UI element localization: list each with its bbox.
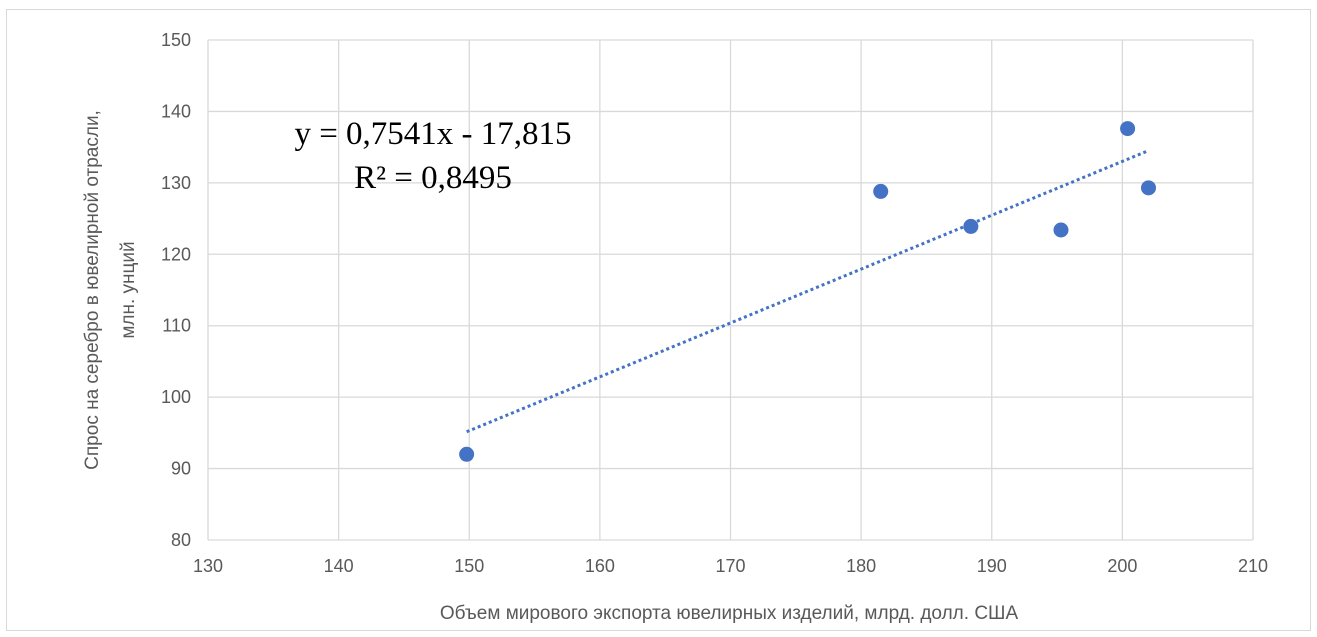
- y-tick-label: 130: [161, 173, 191, 193]
- x-tick-label: 160: [585, 556, 615, 576]
- scatter-point: [1120, 121, 1136, 137]
- x-tick-label: 210: [1238, 556, 1268, 576]
- y-tick-label: 80: [171, 530, 191, 550]
- x-tick-label: 200: [1107, 556, 1137, 576]
- tick-labels: 130 140 150 160 170 180 190 200 210 80 90 100 110 120…: [161, 30, 1268, 576]
- x-tick-label: 150: [454, 556, 484, 576]
- x-tick-label: 130: [193, 556, 223, 576]
- x-tick-label: 170: [715, 556, 745, 576]
- chart-frame: [6, 9, 1311, 631]
- y-axis-title-line-2: млн. унций: [118, 241, 139, 338]
- scatter-point: [873, 183, 889, 199]
- x-tick-label: 140: [324, 556, 354, 576]
- x-tick-label: 180: [846, 556, 876, 576]
- y-tick-label: 140: [161, 101, 191, 121]
- y-tick-label: 100: [161, 387, 191, 407]
- trendline-r-squared: R² = 0,8495: [354, 160, 512, 196]
- y-tick-label: 120: [161, 244, 191, 264]
- x-axis-title: Объем мирового экспорта ювелирных издели…: [440, 603, 1019, 624]
- y-tick-label: 150: [161, 30, 191, 50]
- scatter-point: [1053, 222, 1069, 238]
- y-axis-title-line-1: Спрос на серебро в ювелирной отрасли,: [82, 110, 103, 470]
- y-tick-label: 110: [162, 316, 191, 336]
- scatter-point: [459, 446, 475, 462]
- y-tick-label: 90: [171, 459, 191, 479]
- trendline-equation: y = 0,7541x - 17,815: [294, 116, 571, 152]
- gridlines: [207, 39, 1254, 541]
- x-tick-label: 190: [977, 556, 1007, 576]
- scatter-point: [963, 218, 979, 234]
- data-points: [459, 121, 1156, 462]
- trendline: [466, 149, 1150, 434]
- trendline-group: [466, 149, 1150, 434]
- scatter-point: [1141, 180, 1156, 196]
